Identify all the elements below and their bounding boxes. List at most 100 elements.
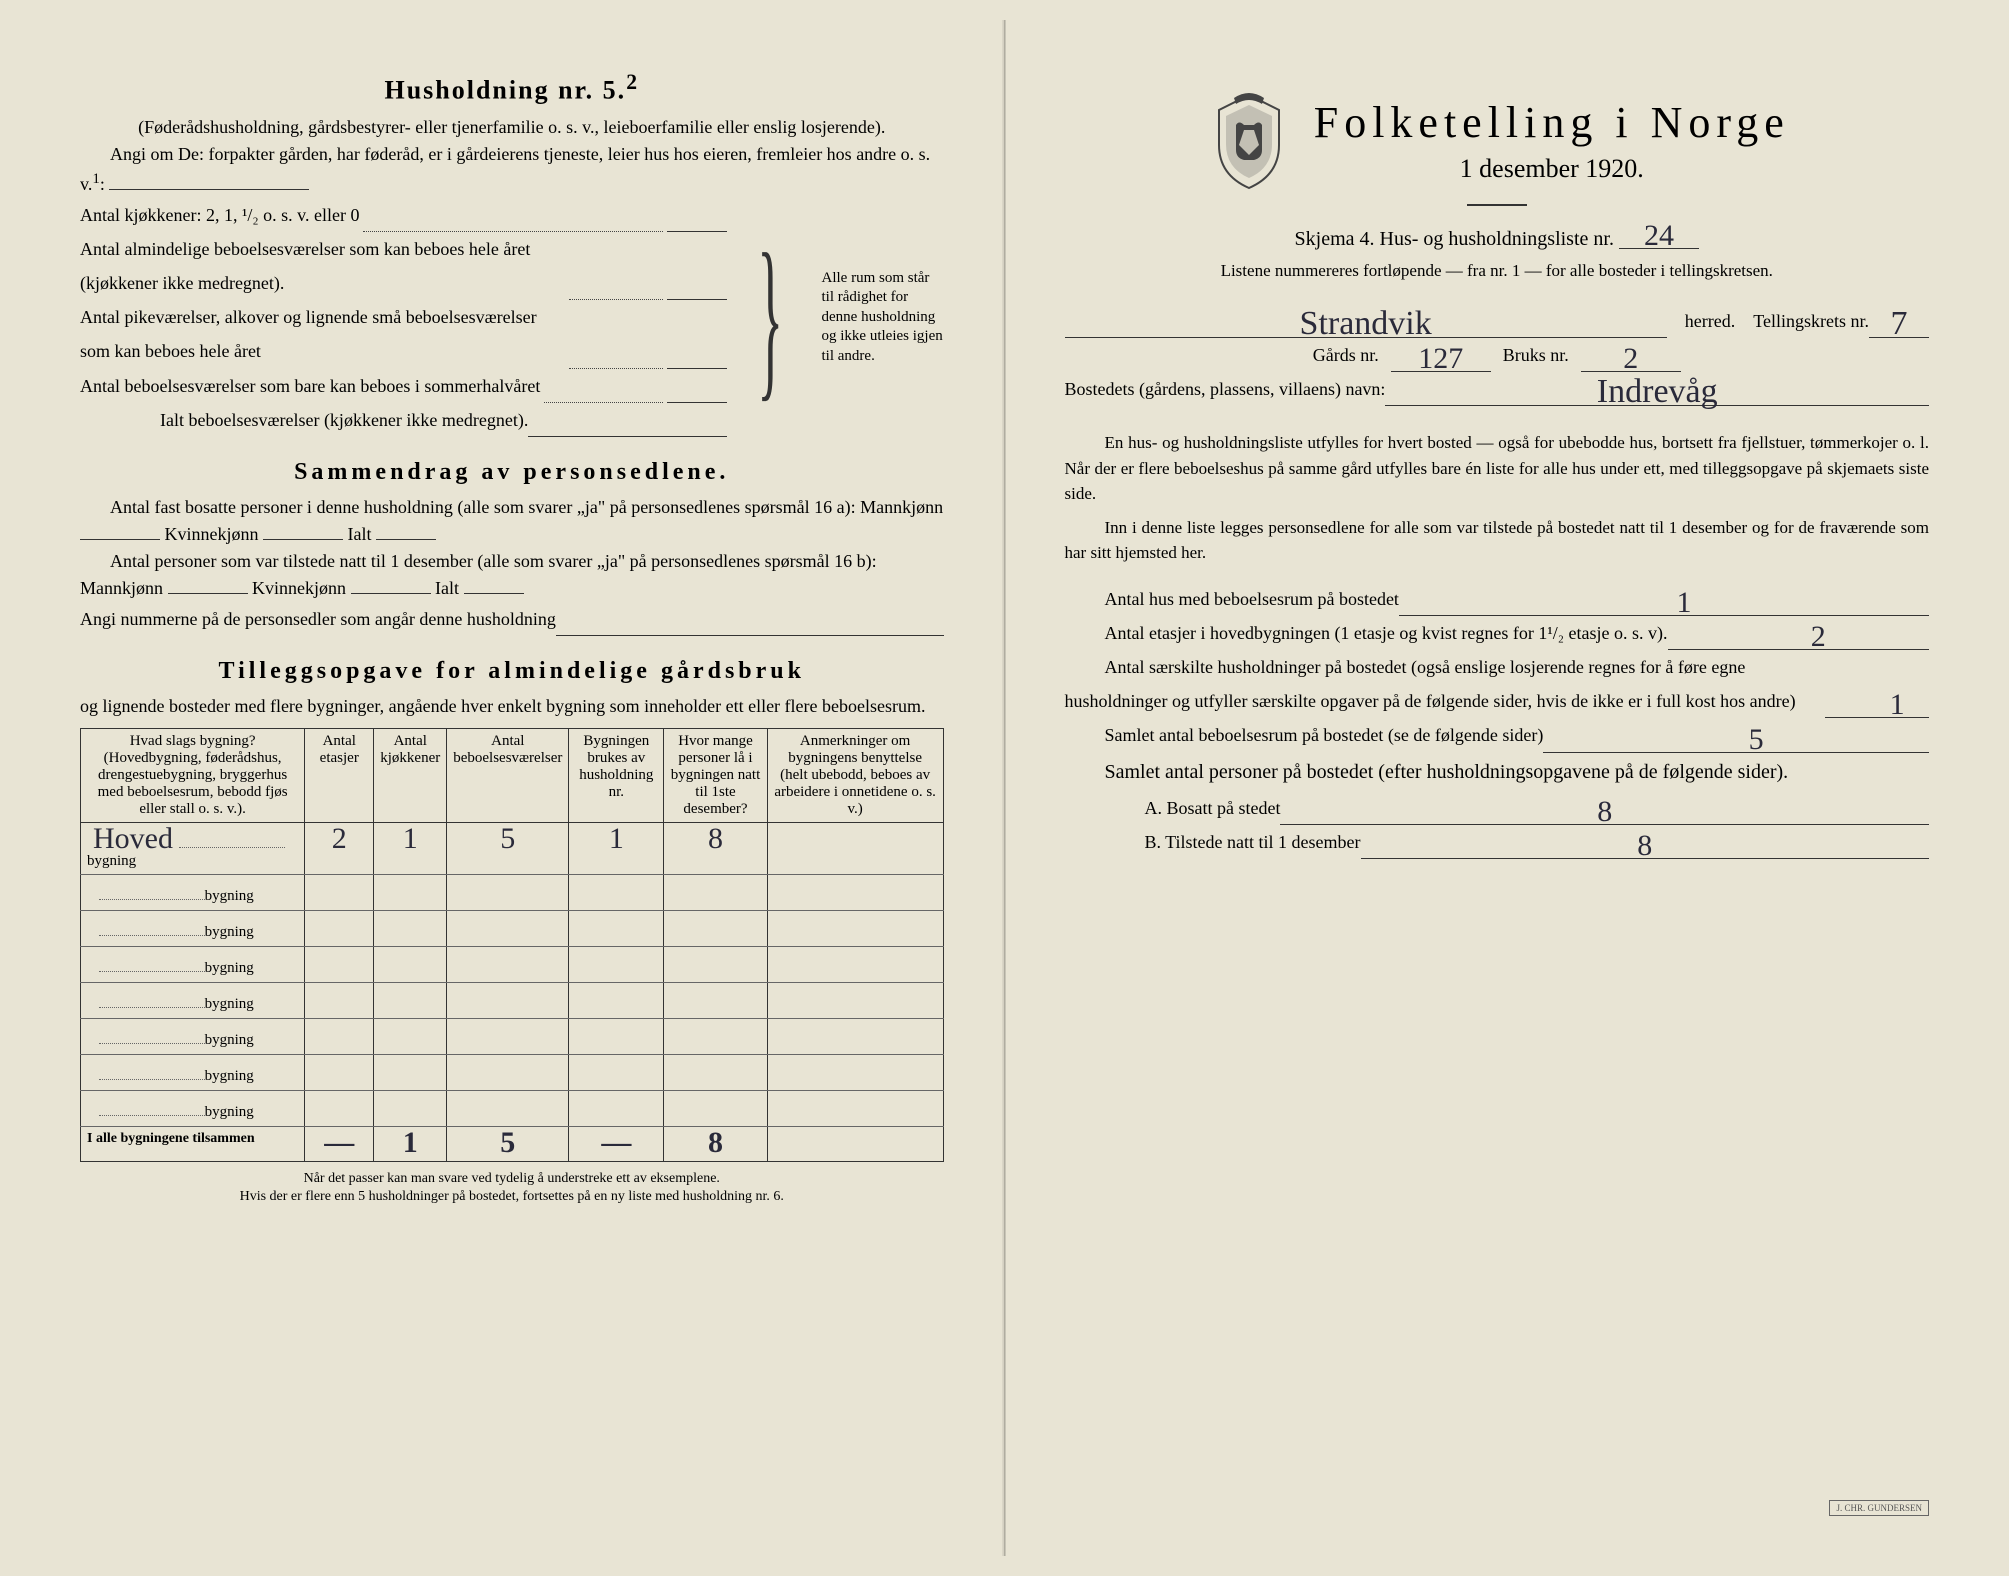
cell-etasjer bbox=[333, 1054, 345, 1087]
cell-hush bbox=[610, 1054, 622, 1087]
total-bebo: 5 bbox=[494, 1126, 521, 1159]
cell-hush: 1 bbox=[603, 822, 630, 855]
summary-ialt1-blank bbox=[376, 539, 436, 540]
cell-bebo bbox=[502, 1018, 514, 1051]
qA-value: 8 bbox=[1280, 800, 1929, 825]
title-block: Folketelling i Norge 1 desember 1920. bbox=[1065, 90, 1930, 206]
bosted-label: Bostedets (gårdens, plassens, villaens) … bbox=[1065, 372, 1386, 406]
cell-bebo bbox=[502, 874, 514, 907]
q5-label: Samlet antal personer på bostedet (efter… bbox=[1065, 753, 1930, 791]
qB-value: 8 bbox=[1361, 834, 1930, 859]
table-header-row: Hvad slags bygning? (Hovedbygning, føder… bbox=[81, 729, 944, 823]
summary-line2: Antal personer som var tilstede natt til… bbox=[80, 548, 944, 602]
total-label: I alle bygningene tilsammen bbox=[81, 1127, 305, 1162]
rooms-total-blank bbox=[528, 436, 727, 437]
gards-value: 127 bbox=[1391, 347, 1491, 372]
cell-etasjer bbox=[333, 910, 345, 943]
q3-label: Antal særskilte husholdninger på bostede… bbox=[1065, 650, 1826, 718]
th-kjokken: Antal kjøkkener bbox=[374, 729, 447, 823]
row-suffix: bygning bbox=[87, 853, 136, 869]
household-desc: (Føderådshusholdning, gårdsbestyrer- ell… bbox=[80, 114, 944, 141]
date-line: 1 desember 1920. bbox=[1314, 154, 1790, 184]
cell-hush bbox=[610, 1018, 622, 1051]
cell-anm bbox=[849, 874, 861, 907]
gards-row: Gårds nr. 127 Bruks nr. 2 bbox=[1065, 338, 1930, 372]
rooms2-row: Antal pikeværelser, alkover og lignende … bbox=[80, 300, 727, 368]
bruks-label: Bruks nr. bbox=[1503, 338, 1569, 372]
para1: En hus- og husholdningsliste utfylles fo… bbox=[1065, 430, 1930, 507]
q4-label: Samlet antal beboelsesrum på bostedet (s… bbox=[1065, 718, 1544, 752]
table-row: bygning bbox=[81, 983, 944, 1019]
gards-label: Gårds nr. bbox=[1313, 338, 1379, 372]
cell-anm bbox=[849, 1018, 861, 1051]
cell-anm bbox=[849, 1090, 861, 1123]
th-bebo: Antal beboelsesværelser bbox=[447, 729, 569, 823]
q4-value: 5 bbox=[1543, 728, 1929, 753]
brace-icon: } bbox=[757, 227, 783, 407]
cell-hush bbox=[610, 874, 622, 907]
summary-mann1-blank bbox=[80, 539, 160, 540]
table-row: bygning bbox=[81, 1055, 944, 1091]
summary-line3-blank bbox=[556, 635, 944, 636]
tellingskrets-label: Tellingskrets nr. bbox=[1753, 304, 1869, 338]
cell-kjokken bbox=[404, 982, 416, 1015]
qB-label: B. Tilstede natt til 1 desember bbox=[1145, 825, 1361, 859]
table-row: Hovedbygning21518 bbox=[81, 823, 944, 875]
household-intro-text: Angi om De: forpakter gården, har føderå… bbox=[80, 144, 930, 194]
household-heading-text: Husholdning nr. 5. bbox=[384, 76, 626, 105]
q1-label: Antal hus med beboelsesrum på bostedet bbox=[1065, 582, 1399, 616]
liste-nr: 24 bbox=[1619, 224, 1699, 249]
cell-anm bbox=[849, 910, 861, 943]
skjema-line: Skjema 4. Hus- og husholdningsliste nr. … bbox=[1065, 220, 1930, 258]
rooms-block: Antal kjøkkener: 2, 1, ¹/₂ o. s. v. elle… bbox=[80, 198, 944, 437]
cell-kjokken: 1 bbox=[397, 822, 424, 855]
row-label bbox=[87, 1018, 99, 1051]
title-divider bbox=[1467, 204, 1527, 206]
cell-etasjer bbox=[333, 1090, 345, 1123]
total-hush: — bbox=[595, 1126, 637, 1159]
cell-bebo bbox=[502, 946, 514, 979]
cell-hush bbox=[610, 946, 622, 979]
q1-row: Antal hus med beboelsesrum på bostedet 1 bbox=[1065, 582, 1930, 616]
summary-mann2-blank bbox=[168, 593, 248, 594]
left-page: Husholdning nr. 5. 2 (Føderådshusholdning… bbox=[20, 20, 1005, 1556]
herred-label: herred. bbox=[1685, 304, 1735, 338]
right-page: Folketelling i Norge 1 desember 1920. Sk… bbox=[1005, 20, 1990, 1556]
table-row: bygning bbox=[81, 911, 944, 947]
cell-etasjer: 2 bbox=[326, 822, 353, 855]
row-suffix: bygning bbox=[205, 1068, 254, 1084]
q2-label: Antal etasjer i hovedbygningen (1 etasje… bbox=[1065, 616, 1668, 650]
tillegg-heading: Tilleggsopgave for almindelige gårdsbruk bbox=[80, 658, 944, 685]
total-etasjer: — bbox=[318, 1126, 360, 1159]
cell-hush bbox=[610, 982, 622, 1015]
cell-anm bbox=[849, 982, 861, 1015]
cell-hush bbox=[610, 910, 622, 943]
q2-value: 2 bbox=[1668, 625, 1929, 650]
footnote1: Når det passer kan man svare ved tydelig… bbox=[304, 1171, 720, 1186]
cell-etasjer bbox=[333, 874, 345, 907]
bygning-table: Hvad slags bygning? (Hovedbygning, føder… bbox=[80, 728, 944, 1162]
row-suffix: bygning bbox=[205, 1032, 254, 1048]
row-label bbox=[87, 946, 99, 979]
summary-line1: Antal fast bosatte personer i denne hush… bbox=[80, 494, 944, 548]
household-intro-blank bbox=[109, 189, 309, 190]
cell-pers: 8 bbox=[702, 822, 729, 855]
cell-etasjer bbox=[333, 982, 345, 1015]
listene-note: Listene nummereres fortløpende — fra nr.… bbox=[1065, 258, 1930, 284]
cell-pers bbox=[710, 946, 722, 979]
th-hush: Bygningen brukes av husholdning nr. bbox=[569, 729, 664, 823]
cell-etasjer bbox=[333, 1018, 345, 1051]
row-suffix: bygning bbox=[205, 1104, 254, 1120]
printer-stamp: J. CHR. GUNDERSEN bbox=[1829, 1500, 1929, 1516]
row-suffix: bygning bbox=[205, 960, 254, 976]
summary-ialt2-blank bbox=[464, 593, 524, 594]
kitchens-label: Antal kjøkkener: 2, 1, ¹/₂ o. s. v. elle… bbox=[80, 198, 359, 232]
cell-kjokken bbox=[404, 1090, 416, 1123]
summary-heading: Sammendrag av personsedlene. bbox=[80, 459, 944, 486]
cell-pers bbox=[710, 1018, 722, 1051]
cell-pers bbox=[710, 1090, 722, 1123]
table-row: bygning bbox=[81, 1019, 944, 1055]
total-kjokken: 1 bbox=[397, 1126, 424, 1159]
herred-value: Strandvik bbox=[1065, 310, 1667, 338]
rooms3-label: Antal beboelsesværelser som bare kan beb… bbox=[80, 369, 540, 403]
